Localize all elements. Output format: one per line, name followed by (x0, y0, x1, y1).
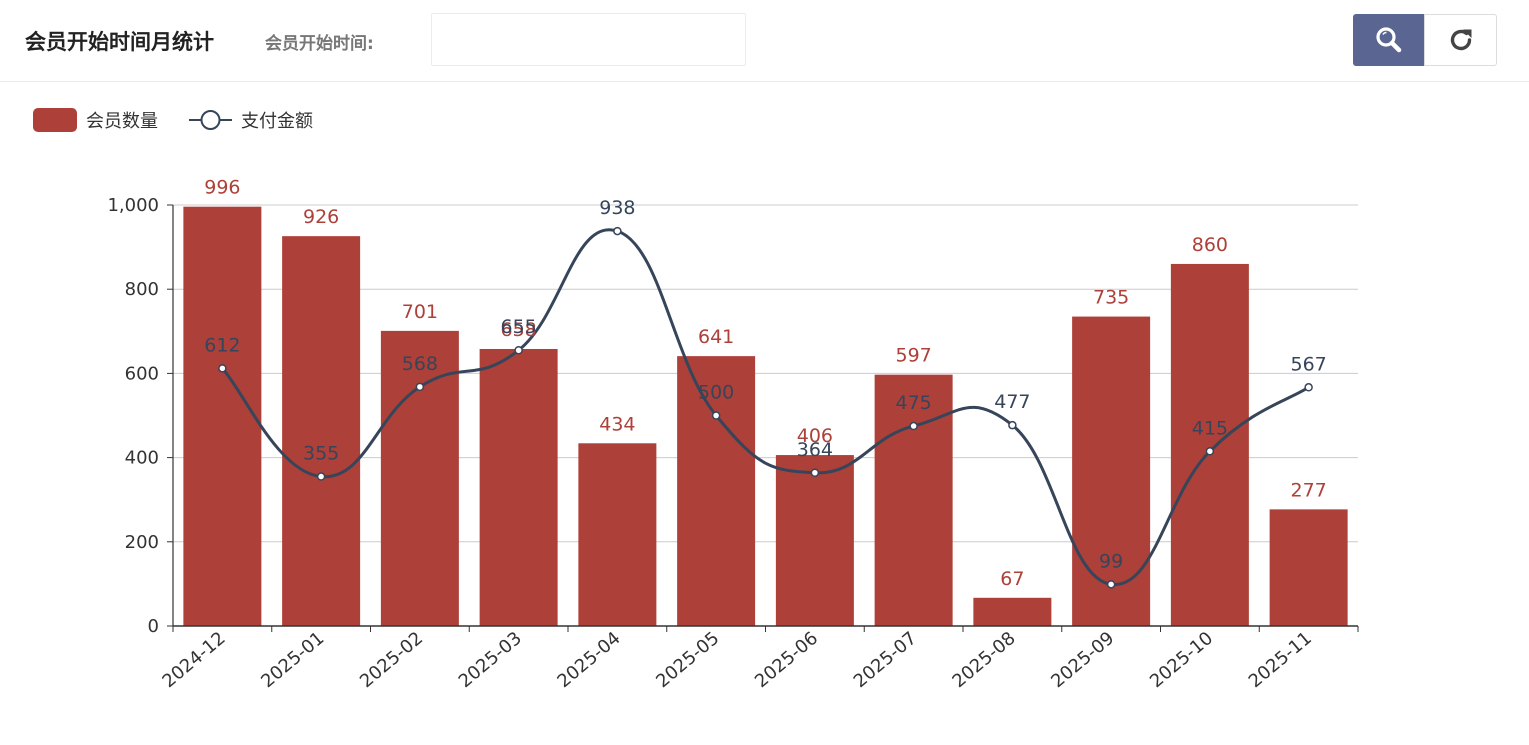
page-title: 会员开始时间月统计 (25, 30, 214, 54)
x-tick-label: 2025-05 (652, 628, 723, 692)
bar-value-label: 926 (303, 206, 339, 228)
bar[interactable] (183, 206, 262, 626)
legend-item-member-count[interactable]: 会员数量 (33, 106, 158, 134)
line-point[interactable] (514, 345, 523, 355)
line-value-label: 612 (204, 334, 240, 356)
line-value-label: 938 (599, 197, 635, 219)
bar[interactable] (1072, 316, 1151, 626)
bar-series (183, 206, 1348, 627)
line-point[interactable] (1106, 580, 1116, 589)
line-value-label: 500 (698, 382, 734, 404)
x-tick-label: 2025-08 (948, 628, 1019, 692)
line-value-label: 567 (1290, 353, 1326, 375)
bar-value-label: 434 (599, 413, 635, 435)
start-time-input[interactable] (431, 13, 746, 66)
line-value-label: 364 (797, 439, 833, 461)
refresh-button[interactable] (1424, 14, 1497, 66)
bar[interactable] (380, 330, 459, 626)
line-value-label: 568 (402, 353, 438, 375)
line-value-label: 355 (303, 443, 339, 465)
legend-item-payment-amount[interactable]: 支付金额 (188, 106, 313, 134)
bar[interactable] (1269, 509, 1348, 626)
bar-value-label: 277 (1290, 479, 1326, 501)
legend-label-payment-amount: 支付金额 (241, 111, 313, 132)
legend-bar-swatch (33, 108, 77, 132)
bar[interactable] (775, 455, 854, 626)
toolbar: 会员开始时间月统计 会员开始时间: (0, 0, 1529, 82)
bar-value-label: 701 (402, 301, 438, 323)
line-point[interactable] (316, 472, 326, 481)
bar-value-label: 860 (1192, 234, 1228, 256)
y-tick-label: 800 (125, 279, 159, 300)
line-point[interactable] (1304, 383, 1313, 392)
line-value-label: 655 (500, 316, 536, 338)
y-tick-label: 600 (125, 363, 159, 384)
bar[interactable] (1170, 263, 1249, 626)
x-tick-label: 2025-06 (751, 628, 822, 692)
refresh-icon (1450, 29, 1471, 51)
data-labels: 996 926 701 658 434 641 406 597 67 735 860 277 612 35… (204, 177, 1327, 590)
bar-value-label: 996 (204, 177, 240, 199)
x-tick-label: 2025-04 (553, 628, 624, 692)
bar[interactable] (973, 597, 1052, 626)
bar-value-label: 406 (797, 425, 833, 447)
search-icon (1376, 27, 1402, 53)
bar-value-label: 597 (895, 345, 931, 367)
x-tick-label: 2025-09 (1047, 628, 1118, 692)
y-tick-label: 200 (125, 532, 159, 553)
line-point[interactable] (909, 421, 918, 431)
x-tick-label: 2025-02 (356, 628, 427, 692)
bar-value-label: 735 (1093, 287, 1129, 309)
bar-value-label: 67 (1000, 568, 1024, 590)
bar[interactable] (677, 356, 756, 626)
line-value-label: 475 (895, 392, 931, 414)
bar-value-label: 658 (500, 319, 536, 341)
y-tick-label: 400 (125, 448, 159, 469)
search-button[interactable] (1353, 14, 1425, 66)
bar[interactable] (578, 443, 657, 626)
x-tick-label: 2025-11 (1245, 628, 1316, 692)
start-time-label: 会员开始时间: (265, 34, 374, 54)
line-value-label: 99 (1099, 550, 1123, 572)
payment-amount-line (221, 228, 1310, 586)
bar-value-label: 641 (698, 326, 734, 348)
x-tick-label: 2024-12 (158, 628, 229, 692)
line-value-label: 415 (1192, 417, 1228, 439)
legend-line-swatch (189, 110, 232, 130)
line-series (218, 226, 1313, 589)
bar[interactable] (282, 236, 361, 627)
x-tick-label: 2025-07 (850, 628, 921, 692)
x-tick-label: 2025-03 (455, 628, 526, 692)
line-value-label: 477 (994, 391, 1030, 413)
line-point[interactable] (1205, 447, 1215, 456)
line-point[interactable] (1008, 420, 1017, 430)
x-tick-label: 2025-01 (257, 628, 328, 692)
line-point[interactable] (415, 382, 425, 392)
line-point[interactable] (218, 364, 227, 373)
x-tick-label: 2025-10 (1146, 628, 1217, 692)
line-point[interactable] (810, 468, 820, 478)
line-point[interactable] (613, 226, 622, 236)
line-point[interactable] (711, 411, 721, 420)
legend-label-member-count: 会员数量 (86, 111, 158, 132)
y-tick-label: 0 (148, 616, 159, 637)
y-tick-label: 1,000 (107, 195, 159, 216)
grid-lines (173, 204, 1358, 543)
bar[interactable] (479, 348, 558, 626)
